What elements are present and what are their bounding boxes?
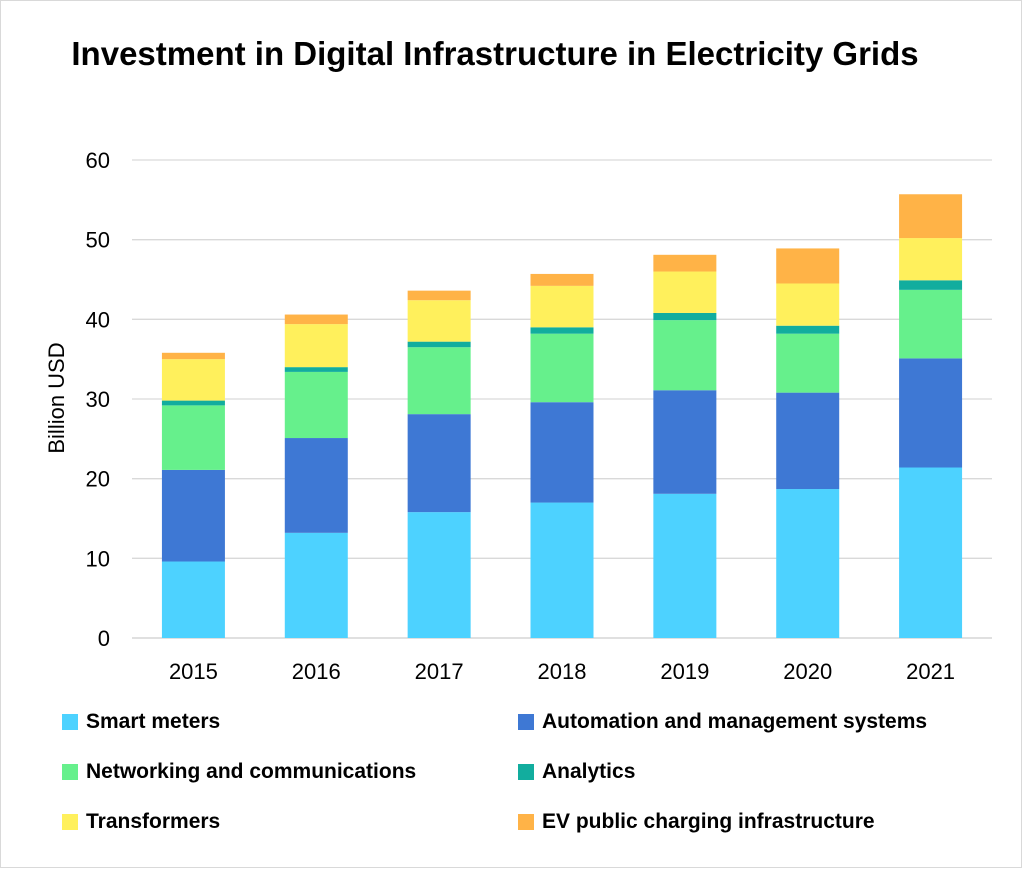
bar-segment-smart-meters-2016 <box>284 532 348 638</box>
bar-segment-automation-and-management-systems-2016 <box>284 438 348 533</box>
bar-segment-transformers-2015 <box>161 359 225 401</box>
bar-segment-networking-and-communications-2015 <box>161 405 225 470</box>
bar-segment-ev-public-charging-infrastructure-2021 <box>899 194 963 239</box>
bar-segment-automation-and-management-systems-2020 <box>776 392 840 490</box>
bar-segment-transformers-2020 <box>776 283 840 326</box>
legend-label: Smart meters <box>86 710 221 733</box>
y-tick-label: 30 <box>86 387 110 412</box>
bar-segment-transformers-2019 <box>653 271 717 313</box>
bar-segment-transformers-2017 <box>407 300 471 342</box>
bar-segment-ev-public-charging-infrastructure-2016 <box>284 314 348 325</box>
bars <box>161 194 963 638</box>
bar-segment-automation-and-management-systems-2018 <box>530 402 594 503</box>
legend-label: Networking and communications <box>86 760 417 783</box>
legend-swatch <box>62 814 78 830</box>
x-tick-label: 2021 <box>906 659 955 684</box>
bar-segment-automation-and-management-systems-2015 <box>161 469 225 562</box>
x-tick-label: 2018 <box>538 659 587 684</box>
legend-label: Transformers <box>86 810 221 833</box>
legend-swatch <box>62 764 78 780</box>
bar-segment-transformers-2018 <box>530 285 594 328</box>
bar-segment-analytics-2018 <box>530 327 594 334</box>
y-tick-label: 10 <box>86 546 110 571</box>
bar-segment-smart-meters-2019 <box>653 493 717 638</box>
y-tick-label: 40 <box>86 307 110 332</box>
bar-segment-smart-meters-2015 <box>161 561 225 638</box>
legend-swatch <box>518 714 534 730</box>
bar-segment-ev-public-charging-infrastructure-2019 <box>653 254 717 272</box>
bar-segment-analytics-2019 <box>653 312 717 321</box>
bar-segment-analytics-2017 <box>407 341 471 348</box>
bar-segment-smart-meters-2020 <box>776 489 840 638</box>
bar-segment-ev-public-charging-infrastructure-2015 <box>161 352 225 360</box>
bar-segment-networking-and-communications-2021 <box>899 289 963 359</box>
bar-segment-ev-public-charging-infrastructure-2020 <box>776 248 840 284</box>
bar-segment-transformers-2021 <box>899 238 963 281</box>
legend-item-analytics: Analytics <box>518 760 635 784</box>
bar-segment-analytics-2016 <box>284 367 348 372</box>
bar-segment-transformers-2016 <box>284 324 348 368</box>
legend-item-ev-public-charging-infrastructure: EV public charging infrastructure <box>518 810 875 834</box>
legend-item-transformers: Transformers <box>62 810 220 834</box>
bar-segment-automation-and-management-systems-2021 <box>899 358 963 468</box>
bar-segment-analytics-2015 <box>161 400 225 406</box>
x-tick-label: 2015 <box>169 659 218 684</box>
y-tick-label: 20 <box>86 467 110 492</box>
bar-segment-networking-and-communications-2018 <box>530 333 594 403</box>
bar-segment-networking-and-communications-2016 <box>284 371 348 439</box>
x-tick-label: 2016 <box>292 659 341 684</box>
legend-swatch <box>62 714 78 730</box>
y-tick-label: 50 <box>86 228 110 253</box>
x-tick-label: 2019 <box>660 659 709 684</box>
legend-label: Analytics <box>542 760 636 783</box>
legend-label: Automation and management systems <box>542 710 928 733</box>
legend-item-automation-and-management-systems: Automation and management systems <box>518 710 927 734</box>
legend: Smart meters Automation and management sy… <box>62 710 992 860</box>
x-tick-label: 2020 <box>783 659 832 684</box>
bar-segment-networking-and-communications-2019 <box>653 320 717 391</box>
x-tick-label: 2017 <box>415 659 464 684</box>
bar-segment-networking-and-communications-2017 <box>407 347 471 415</box>
legend-swatch <box>518 764 534 780</box>
bar-segment-smart-meters-2018 <box>530 502 594 638</box>
x-tick-labels: 2015 2016 2017 2018 2019 2020 2021 <box>169 659 955 684</box>
chart-title: Investment in Digital Infrastructure in … <box>71 35 919 72</box>
legend-label: EV public charging infrastructure <box>542 810 875 833</box>
legend-item-smart-meters: Smart meters <box>62 710 220 734</box>
bar-segment-networking-and-communications-2020 <box>776 333 840 393</box>
y-tick-label: 60 <box>86 148 110 173</box>
bar-segment-analytics-2020 <box>776 325 840 334</box>
bar-segment-ev-public-charging-infrastructure-2018 <box>530 273 594 286</box>
bar-segment-smart-meters-2021 <box>899 467 963 638</box>
bar-segment-automation-and-management-systems-2017 <box>407 414 471 513</box>
legend-item-networking-and-communications: Networking and communications <box>62 760 416 784</box>
bar-segment-ev-public-charging-infrastructure-2017 <box>407 290 471 301</box>
y-tick-label: 0 <box>98 626 110 651</box>
legend-swatch <box>518 814 534 830</box>
y-tick-labels: 0 10 20 30 40 50 60 <box>86 148 110 651</box>
bar-segment-smart-meters-2017 <box>407 512 471 638</box>
bar-segment-analytics-2021 <box>899 280 963 290</box>
bar-segment-automation-and-management-systems-2019 <box>653 390 717 494</box>
